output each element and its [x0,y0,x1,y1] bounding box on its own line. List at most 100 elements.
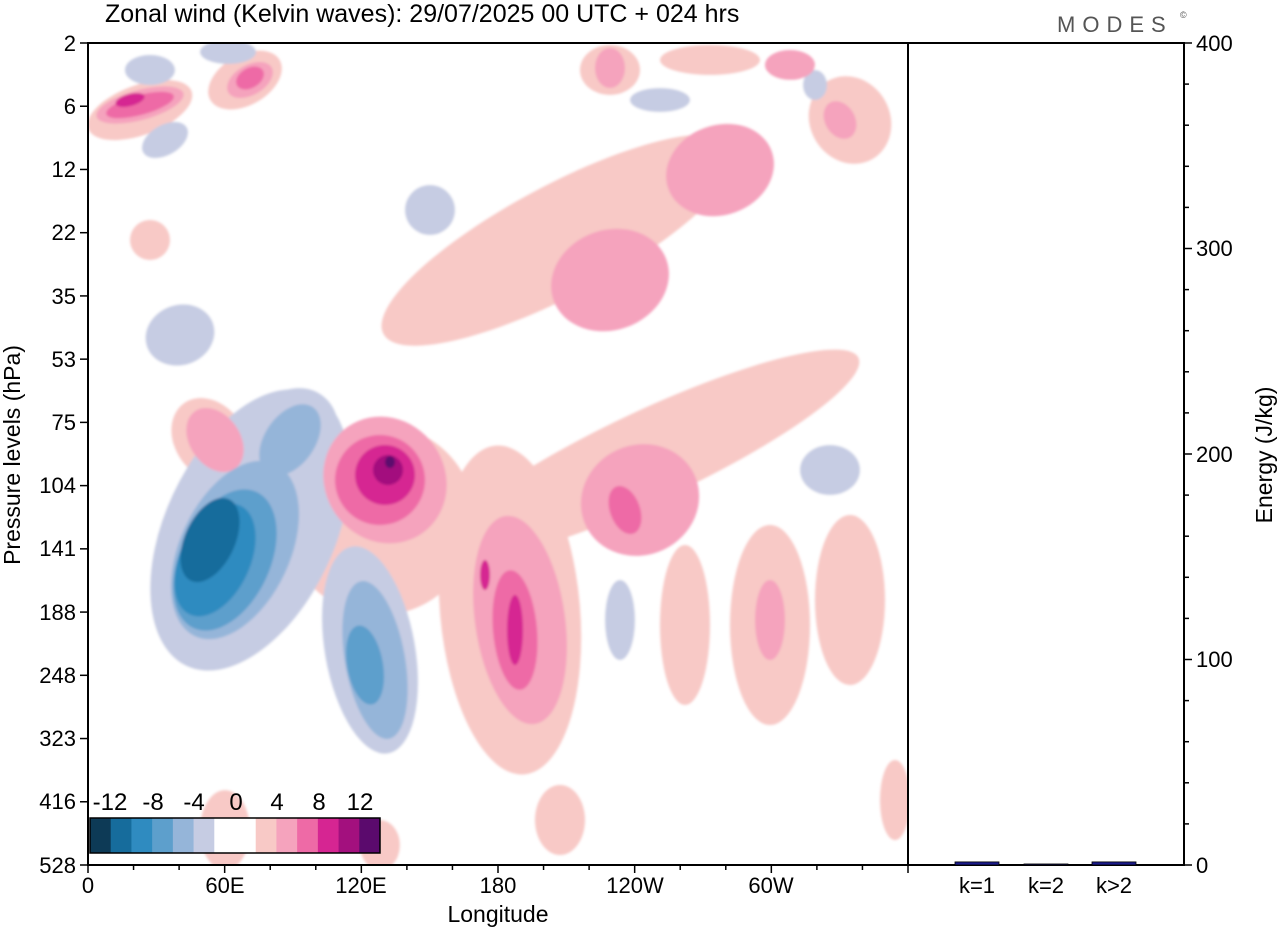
contour-region [180,497,240,583]
contour-region [345,625,385,705]
energy-bars [954,861,1137,866]
colorbar-swatch [317,818,340,853]
energy-axis-title: Energy (J/kg) [1251,387,1277,524]
colorbar-swatch [297,818,319,853]
contour-region [535,785,585,855]
x-axis [87,865,909,873]
energy-category-label: k=2 [1028,873,1064,898]
y-tick-label: 2 [64,31,76,56]
contour-layers [88,43,908,865]
y-tick-label: 323 [39,726,76,751]
contour-region [660,45,760,75]
y-tick-label: 12 [52,157,76,182]
contour-region [115,93,145,107]
contour-region [595,48,625,88]
energy-plot-frame [907,42,1185,866]
colorbar-swatch [131,818,153,853]
y-tick-label: 416 [39,789,76,814]
energy-y-tick-label: 0 [1196,853,1208,878]
y-tick-label: 22 [52,220,76,245]
contour-region [145,304,215,366]
contour-region [755,580,785,660]
y-tick-labels: 2 6 12 22 35 53 75 104 141 188 248 323 4… [39,31,76,878]
x-tick-label: 60E [205,873,244,898]
y-tick-label: 6 [64,94,76,119]
contour-region [385,456,395,468]
modes-logo: MODES [1057,12,1173,37]
y-tick-label: 528 [39,853,76,878]
colorbar-swatch [255,818,277,853]
contour-region [666,123,774,217]
colorbar-label: 0 [229,789,242,816]
contour-region [800,445,860,495]
contour-region [730,790,830,860]
contour-region [200,43,256,64]
contour-region [130,220,170,260]
contour-region [212,122,388,198]
colorbar-swatch [172,818,195,853]
contour-region [880,760,908,840]
x-tick-label: 120E [335,873,386,898]
x-tick-label: 60W [748,873,793,898]
colorbar-swatch [276,818,298,853]
colorbar-frame [89,817,381,854]
colorbar-swatch [214,818,236,853]
contour-region [815,515,885,685]
contour-region [480,560,490,590]
contour-region [580,444,700,556]
colorbar-swatch [193,818,215,853]
energy-bar [954,861,1000,866]
contour-region [259,404,321,476]
y-tick-label: 141 [39,536,76,561]
colorbar-swatch [235,818,257,853]
colorbar [89,817,381,854]
contour-region [106,91,174,119]
y-tick-label: 104 [39,473,76,498]
colorbar-swatch [359,818,381,853]
energy-y-axis [1184,42,1192,866]
colorbar-labels: -12 -8 -4 0 4 8 12 [93,789,374,816]
colorbar-label: -8 [142,789,163,816]
colorbar-label: 4 [270,789,283,816]
colorbar-label: -4 [183,789,204,816]
contour-region [125,55,175,85]
contour-region [765,50,815,80]
contour-region [660,545,710,705]
energy-category-label: k>2 [1096,873,1132,898]
colorbar-swatch [152,818,174,853]
y-tick-label: 35 [52,284,76,309]
y-tick-label: 188 [39,600,76,625]
energy-y-tick-labels: 0 100 200 300 400 [1196,31,1233,878]
contour-region [381,134,739,346]
y-tick-label: 248 [39,663,76,688]
contour-region [405,185,455,235]
contour-region [823,101,857,139]
colorbar-label: -12 [93,789,128,816]
x-tick-label: 120W [606,873,664,898]
energy-y-tick-label: 200 [1196,442,1233,467]
contour-region [608,485,642,535]
contour-region [735,275,765,335]
contour-region [186,407,244,473]
contour-region [605,580,635,660]
energy-y-tick-label: 300 [1196,236,1233,261]
contour-region [90,420,150,520]
colorbar-swatch [338,818,360,853]
y-axis [80,42,88,866]
x-axis-title: Longitude [447,901,548,927]
colorbar-swatch [110,818,132,853]
contour-region [373,455,403,485]
colorbar-swatch [90,818,112,853]
energy-y-tick-label: 400 [1196,31,1233,56]
modes-logo-mark: © [1180,10,1187,20]
contour-region [630,88,690,112]
contour-region [236,66,264,90]
contour-region [507,595,523,665]
contour-region [142,121,188,159]
energy-bar [1023,863,1069,866]
chart-title: Zonal wind (Kelvin waves): 29/07/2025 00… [105,0,739,28]
x-tick-labels: 0 60E 120E 180 120W 60W [82,873,794,898]
colorbar-label: 8 [312,789,325,816]
x-tick-label: 180 [480,873,517,898]
